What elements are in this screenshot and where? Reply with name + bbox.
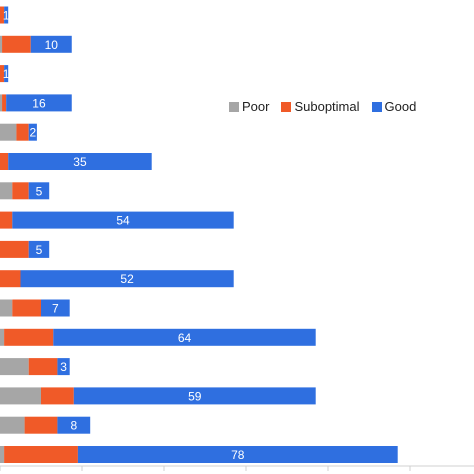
bar-suboptimal-row-11 xyxy=(12,299,42,317)
data-label-row-13: 3 xyxy=(60,360,67,374)
bar-good-row-2 xyxy=(30,35,72,53)
bar-poor-row-2 xyxy=(0,35,3,53)
legend-label-poor: Poor xyxy=(242,99,270,114)
bar-suboptimal-row-4 xyxy=(2,94,7,112)
bar-good-row-6 xyxy=(8,153,152,170)
legend-swatch-poor xyxy=(229,101,239,112)
bar-suboptimal-row-2 xyxy=(2,35,31,53)
bar-poor-row-5 xyxy=(0,123,17,141)
bar-suboptimal-row-9 xyxy=(0,240,29,258)
bar-poor-row-12 xyxy=(0,328,5,346)
bar-poor-row-4 xyxy=(0,94,3,112)
bar-good-row-15 xyxy=(57,416,91,434)
bar-suboptimal-row-12 xyxy=(4,328,54,346)
bar-good-row-4 xyxy=(6,94,72,112)
bar-suboptimal-row-16 xyxy=(4,446,78,463)
bar-poor-row-15 xyxy=(0,416,25,434)
bar-suboptimal-row-13 xyxy=(28,358,58,376)
bar-suboptimal-row-14 xyxy=(41,387,74,405)
legend-label-good: Good xyxy=(384,99,417,114)
bar-good-row-7 xyxy=(28,182,50,200)
bar-poor-row-14 xyxy=(0,387,41,405)
bar-good-row-14 xyxy=(73,387,316,405)
chart-legend: Poor Suboptimal Good xyxy=(229,99,428,114)
bar-good-row-16 xyxy=(77,446,398,463)
data-label-row-12: 64 xyxy=(178,331,192,345)
data-label-row-14: 59 xyxy=(188,389,202,403)
data-label-row-4: 16 xyxy=(32,96,46,110)
data-label-row-15: 8 xyxy=(70,419,77,433)
bar-poor-row-11 xyxy=(0,299,13,317)
data-label-row-3: 1 xyxy=(3,67,10,81)
bar-suboptimal-row-7 xyxy=(12,182,29,200)
data-label-row-6: 35 xyxy=(73,155,87,169)
legend-item-good: Good xyxy=(371,99,417,114)
bar-good-row-10 xyxy=(20,270,234,288)
bar-suboptimal-row-6 xyxy=(0,153,9,170)
bar-suboptimal-row-8 xyxy=(0,211,13,229)
legend-label-suboptimal: Suboptimal xyxy=(294,99,360,114)
data-label-row-1: 1 xyxy=(3,9,10,23)
bar-good-row-1 xyxy=(4,6,9,24)
bar-poor-row-13 xyxy=(0,358,29,376)
bar-good-row-3 xyxy=(4,65,9,83)
data-label-row-16: 78 xyxy=(231,448,245,462)
bar-good-row-13 xyxy=(57,358,70,376)
legend-swatch-suboptimal xyxy=(281,101,292,112)
bar-suboptimal-row-3 xyxy=(0,65,5,83)
legend-item-suboptimal: Suboptimal xyxy=(281,99,360,114)
bar-poor-row-7 xyxy=(0,182,13,200)
legend-item-poor: Poor xyxy=(229,99,269,114)
data-label-row-9: 5 xyxy=(36,243,43,257)
bar-good-row-9 xyxy=(28,240,50,258)
bar-suboptimal-row-15 xyxy=(24,416,58,434)
bar-suboptimal-row-5 xyxy=(16,123,29,141)
bar-suboptimal-row-10 xyxy=(0,270,21,288)
bar-suboptimal-row-1 xyxy=(0,6,5,24)
data-label-row-11: 7 xyxy=(52,302,59,316)
bar-good-row-11 xyxy=(41,299,70,317)
data-label-row-5: 2 xyxy=(29,126,36,140)
data-label-row-2: 10 xyxy=(45,38,59,52)
legend-swatch-good xyxy=(371,101,382,112)
data-label-row-10: 52 xyxy=(120,272,134,286)
bar-good-row-8 xyxy=(12,211,234,229)
data-label-row-8: 54 xyxy=(116,214,130,228)
data-label-row-7: 5 xyxy=(36,184,43,198)
bar-good-row-5 xyxy=(28,123,37,141)
bar-good-row-12 xyxy=(53,328,316,346)
bar-poor-row-16 xyxy=(0,446,5,463)
